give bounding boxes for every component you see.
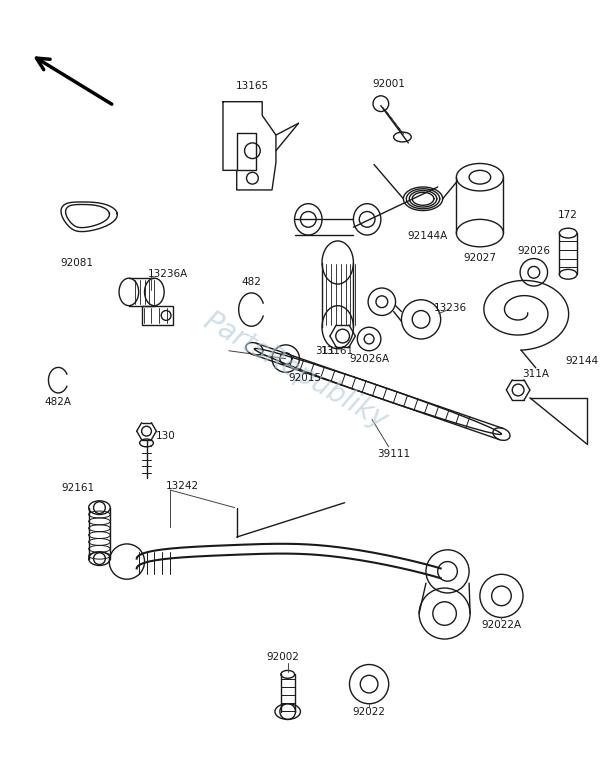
Text: 92161: 92161: [61, 483, 94, 493]
Text: 92015: 92015: [289, 373, 322, 384]
Text: 311A: 311A: [522, 370, 549, 380]
Text: PartsRepubliky: PartsRepubliky: [199, 307, 392, 434]
Text: 92022A: 92022A: [481, 620, 521, 630]
Bar: [142, 306, 173, 325]
Text: 482A: 482A: [45, 397, 72, 407]
Text: 92026: 92026: [517, 246, 550, 256]
Text: 13161: 13161: [321, 345, 354, 356]
Text: 13242: 13242: [166, 481, 199, 491]
Text: 92002: 92002: [266, 652, 299, 661]
Text: 92022: 92022: [353, 706, 386, 717]
Text: 92027: 92027: [463, 253, 496, 263]
Text: 482: 482: [241, 277, 262, 287]
Text: 172: 172: [558, 210, 578, 220]
Text: 13165: 13165: [236, 81, 269, 91]
Text: 130: 130: [156, 431, 176, 441]
Text: 13236: 13236: [434, 303, 467, 313]
Text: 92144: 92144: [565, 356, 598, 366]
Text: 311: 311: [315, 345, 335, 356]
Text: 92026A: 92026A: [349, 354, 389, 363]
Text: 13236A: 13236A: [148, 269, 188, 279]
Text: 92144A: 92144A: [408, 231, 448, 241]
Text: 92081: 92081: [61, 258, 94, 268]
Text: 92001: 92001: [372, 79, 405, 89]
Text: 39111: 39111: [377, 449, 410, 459]
